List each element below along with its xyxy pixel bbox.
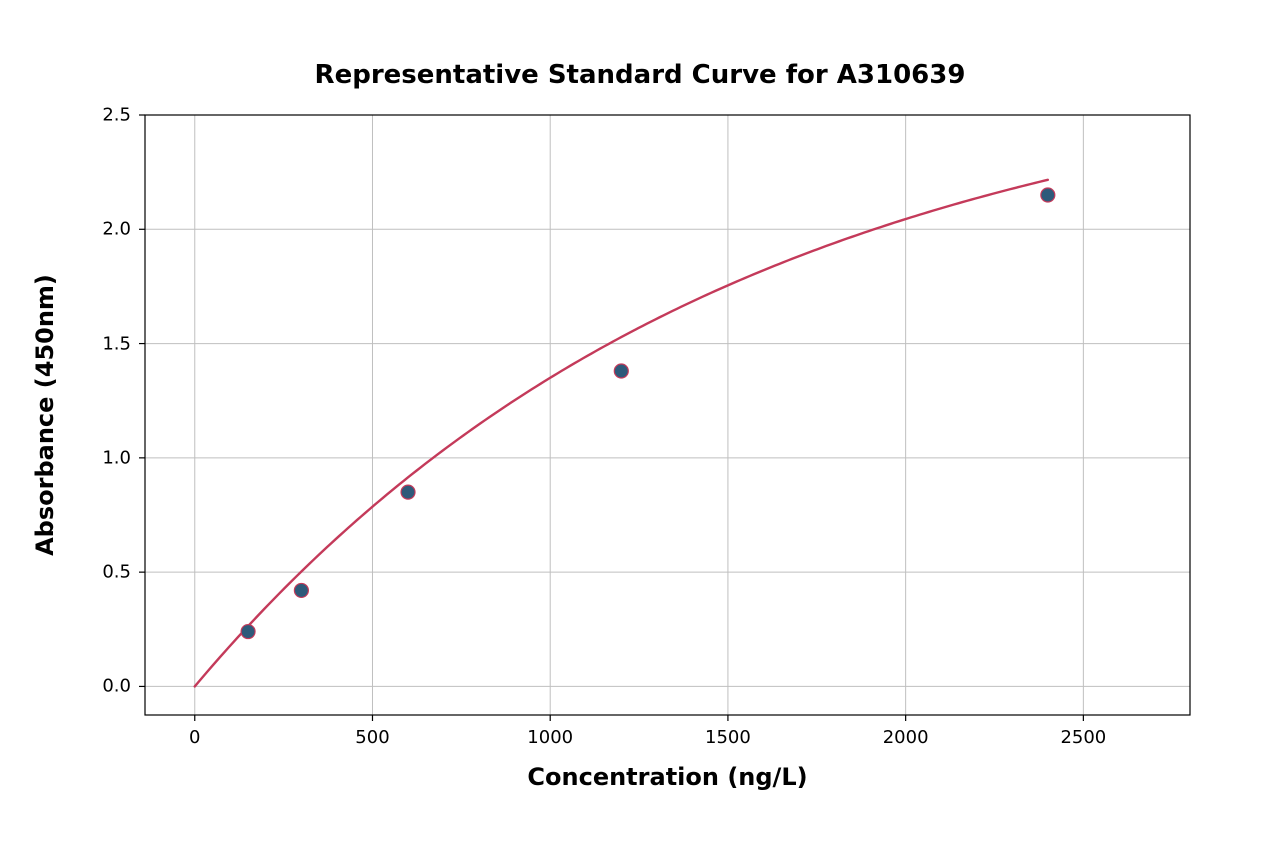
ytick-label: 0.5 <box>102 562 131 583</box>
data-point <box>614 364 628 378</box>
xtick-label: 1500 <box>705 727 751 748</box>
xtick-label: 1000 <box>527 727 573 748</box>
data-point <box>1041 188 1055 202</box>
data-point <box>241 625 255 639</box>
axes-background <box>145 115 1190 715</box>
y-axis-title: Absorbance (450nm) <box>31 274 59 556</box>
plot-area <box>145 115 1190 715</box>
xtick-label: 500 <box>355 727 389 748</box>
xtick-label: 2500 <box>1060 727 1106 748</box>
ytick-label: 1.5 <box>102 333 131 354</box>
data-point <box>401 485 415 499</box>
x-axis-title: Concentration (ng/L) <box>145 763 1190 791</box>
data-point <box>294 583 308 597</box>
xtick-label: 0 <box>189 727 200 748</box>
ytick-label: 1.0 <box>102 447 131 468</box>
chart-title: Representative Standard Curve for A31063… <box>0 60 1280 90</box>
ytick-label: 0.0 <box>102 676 131 697</box>
ytick-label: 2.0 <box>102 219 131 240</box>
xtick-label: 2000 <box>883 727 929 748</box>
ytick-label: 2.5 <box>102 105 131 126</box>
figure: Representative Standard Curve for A31063… <box>0 0 1280 845</box>
